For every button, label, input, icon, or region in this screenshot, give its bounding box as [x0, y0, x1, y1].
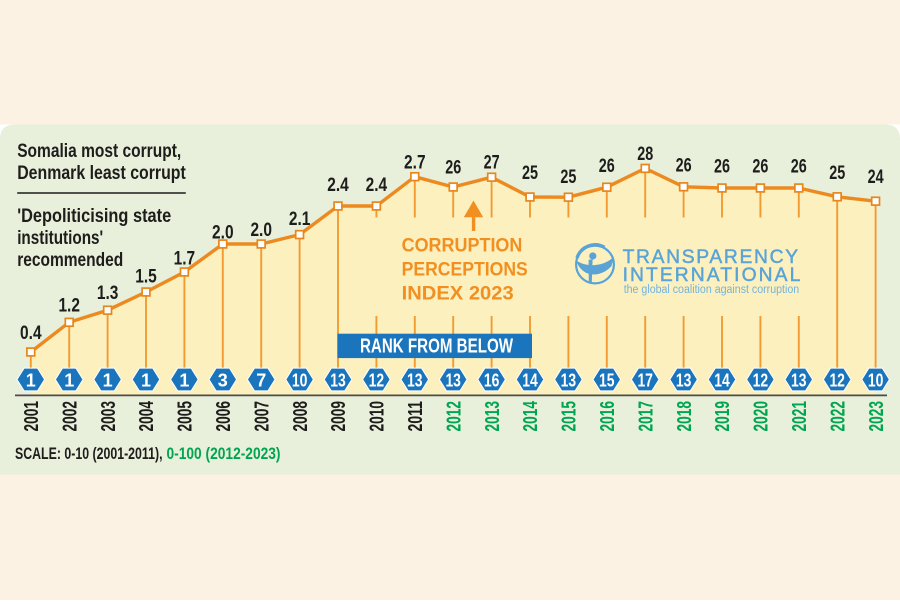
- svg-text:13: 13: [561, 371, 577, 391]
- svg-text:1: 1: [64, 371, 74, 391]
- svg-text:2.4: 2.4: [366, 175, 388, 196]
- svg-text:26: 26: [676, 156, 692, 177]
- svg-text:TRANSPARENCY: TRANSPARENCY: [623, 247, 799, 268]
- svg-text:2006: 2006: [213, 401, 235, 432]
- svg-text:0.4: 0.4: [20, 323, 42, 344]
- svg-text:2021: 2021: [789, 401, 811, 432]
- svg-text:2.7: 2.7: [404, 152, 426, 173]
- svg-text:1: 1: [179, 371, 189, 391]
- svg-text:2017: 2017: [635, 401, 657, 432]
- svg-text:26: 26: [714, 157, 730, 178]
- svg-text:2011: 2011: [405, 401, 427, 432]
- svg-text:institutions': institutions': [17, 227, 103, 249]
- svg-text:2020: 2020: [751, 401, 773, 432]
- svg-text:26: 26: [599, 156, 615, 177]
- svg-text:2007: 2007: [251, 401, 273, 432]
- svg-text:1: 1: [141, 371, 151, 391]
- svg-text:2.0: 2.0: [250, 220, 272, 241]
- svg-text:PERCEPTIONS: PERCEPTIONS: [402, 259, 528, 281]
- svg-text:14: 14: [522, 371, 538, 391]
- svg-text:25: 25: [522, 163, 538, 184]
- svg-text:17: 17: [637, 371, 653, 391]
- svg-text:2.4: 2.4: [327, 175, 349, 196]
- svg-text:2015: 2015: [559, 401, 581, 432]
- svg-text:RANK FROM BELOW: RANK FROM BELOW: [360, 335, 513, 357]
- svg-text:13: 13: [407, 371, 423, 391]
- svg-text:26: 26: [791, 157, 807, 178]
- svg-text:26: 26: [445, 158, 461, 179]
- svg-text:2005: 2005: [175, 401, 197, 432]
- svg-text:'Depoliticising state: 'Depoliticising state: [17, 205, 171, 227]
- svg-text:2004: 2004: [136, 400, 158, 431]
- svg-text:1.3: 1.3: [97, 283, 119, 304]
- svg-text:SCALE: 0-10 (2001-2011),: SCALE: 0-10 (2001-2011),: [15, 444, 163, 463]
- svg-text:2002: 2002: [59, 401, 81, 432]
- svg-text:13: 13: [791, 371, 807, 391]
- svg-text:1: 1: [26, 371, 36, 391]
- svg-text:CORRUPTION: CORRUPTION: [402, 235, 523, 257]
- svg-text:INDEX 2023: INDEX 2023: [402, 283, 514, 305]
- svg-text:13: 13: [330, 371, 346, 391]
- svg-text:2003: 2003: [98, 401, 120, 432]
- svg-text:2012: 2012: [443, 401, 465, 432]
- svg-text:2.1: 2.1: [289, 209, 311, 230]
- svg-text:14: 14: [714, 371, 730, 391]
- svg-text:the global coalition against c: the global coalition against corruption: [624, 284, 800, 296]
- svg-text:2022: 2022: [827, 401, 849, 432]
- svg-text:0-100 (2012-2023): 0-100 (2012-2023): [167, 444, 281, 463]
- svg-text:16: 16: [484, 371, 500, 391]
- svg-text:Denmark least corrupt: Denmark least corrupt: [17, 162, 186, 184]
- svg-text:2016: 2016: [597, 401, 619, 432]
- svg-text:10: 10: [868, 371, 884, 391]
- svg-text:10: 10: [292, 371, 308, 391]
- svg-text:2019: 2019: [712, 401, 734, 432]
- svg-text:15: 15: [599, 371, 615, 391]
- svg-text:12: 12: [829, 371, 845, 391]
- svg-text:2013: 2013: [482, 401, 504, 432]
- svg-text:1.2: 1.2: [58, 296, 80, 317]
- svg-text:28: 28: [637, 144, 653, 165]
- svg-text:1: 1: [103, 371, 113, 391]
- svg-text:25: 25: [829, 163, 845, 184]
- svg-text:INTERNATIONAL: INTERNATIONAL: [623, 265, 801, 286]
- svg-text:1.5: 1.5: [135, 267, 157, 288]
- svg-text:25: 25: [560, 167, 576, 188]
- svg-text:7: 7: [256, 371, 266, 391]
- svg-text:2001: 2001: [21, 401, 43, 432]
- svg-text:26: 26: [752, 157, 768, 178]
- svg-text:2023: 2023: [866, 401, 888, 432]
- svg-text:3: 3: [218, 371, 228, 391]
- svg-text:2008: 2008: [290, 401, 312, 432]
- svg-text:2.0: 2.0: [212, 223, 234, 244]
- svg-text:2009: 2009: [328, 401, 350, 432]
- svg-text:2010: 2010: [367, 401, 389, 432]
- svg-text:1.7: 1.7: [174, 249, 196, 270]
- svg-text:recommended: recommended: [17, 249, 123, 271]
- svg-text:27: 27: [484, 152, 500, 173]
- svg-text:24: 24: [868, 167, 884, 188]
- svg-text:12: 12: [369, 371, 385, 391]
- svg-text:2014: 2014: [520, 400, 542, 431]
- svg-text:13: 13: [445, 371, 461, 391]
- svg-text:2018: 2018: [674, 401, 696, 432]
- svg-text:Somalia most corrupt,: Somalia most corrupt,: [17, 140, 181, 162]
- svg-text:13: 13: [676, 371, 692, 391]
- svg-text:12: 12: [753, 371, 769, 391]
